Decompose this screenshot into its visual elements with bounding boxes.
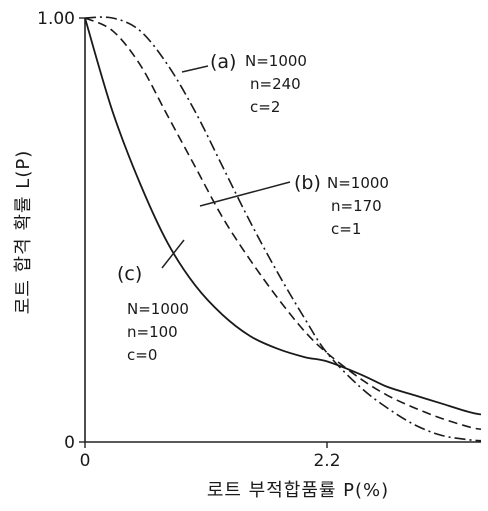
series-c-name: (c) xyxy=(117,263,142,285)
series-b-param-2: n=170 xyxy=(331,197,382,215)
series-a-arrow xyxy=(181,65,209,73)
x-tick-label: 0 xyxy=(80,451,91,471)
series-c-curve xyxy=(84,17,482,416)
series-b-param-1: N=1000 xyxy=(327,174,389,192)
y-tick-label: 0 xyxy=(64,433,75,453)
x-axis-label: 로트 부적합품률 P(%) xyxy=(207,480,389,501)
series-c-param-3: c=0 xyxy=(127,346,157,364)
series-b-param-3: c=1 xyxy=(331,220,361,238)
series-b-curve xyxy=(84,17,482,431)
series-a-param-2: n=240 xyxy=(250,75,301,93)
series-a-curve xyxy=(84,16,482,442)
y-tick-label: 1.00 xyxy=(37,9,75,29)
y-axis-label: 로트 합격 확률 L(P) xyxy=(13,150,34,314)
x-tick-label: 2.2 xyxy=(313,451,340,471)
series-c-param-1: N=1000 xyxy=(127,300,189,318)
series-a-param-3: c=2 xyxy=(250,98,280,116)
series-a-param-1: N=1000 xyxy=(245,52,307,70)
series-a-name: (a) xyxy=(210,51,236,73)
series-b-arrow xyxy=(199,181,291,207)
series-c-arrow xyxy=(161,239,185,269)
series-c-param-2: n=100 xyxy=(127,323,178,341)
series-b-name: (b) xyxy=(294,172,321,194)
